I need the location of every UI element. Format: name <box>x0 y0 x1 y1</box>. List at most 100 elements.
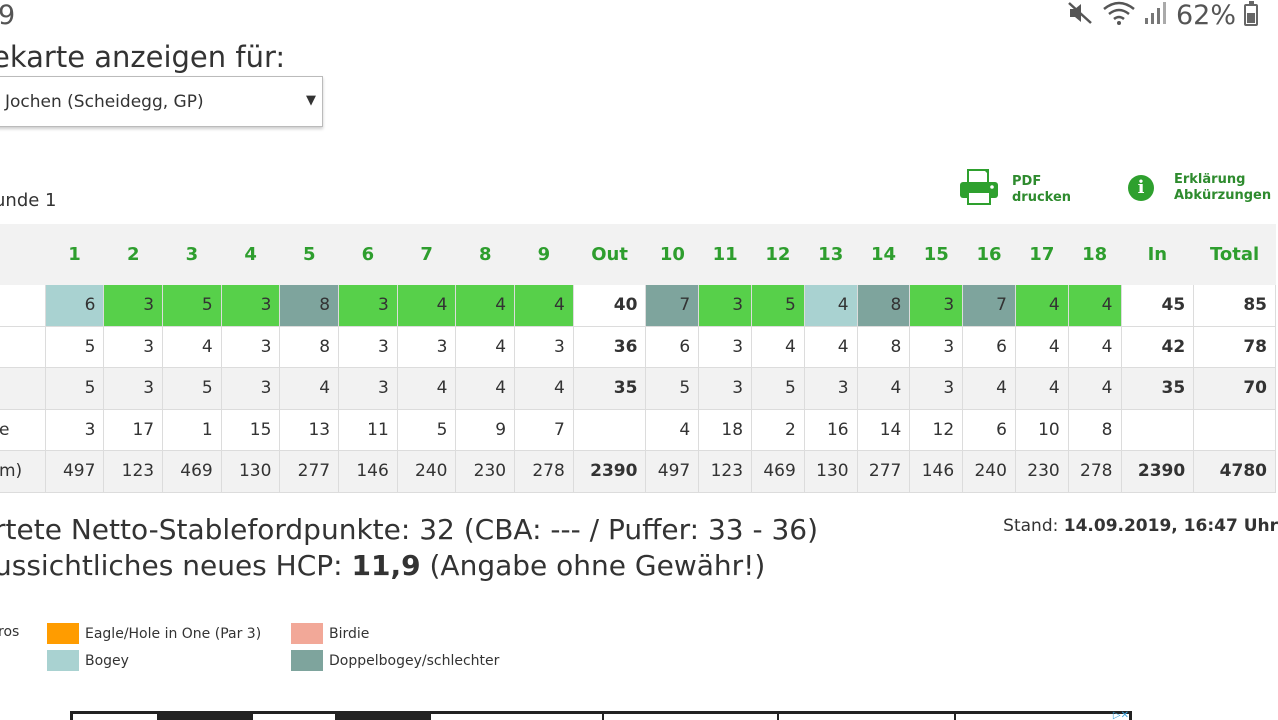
status-icons: 62% <box>1066 0 1258 31</box>
score-cell: 5 <box>751 284 805 327</box>
round-label: unde 1 <box>0 190 57 211</box>
pdf-print-link[interactable]: PDF drucken <box>958 168 1071 211</box>
header-label-cell <box>0 224 46 285</box>
header-hole-18: 18 <box>1067 224 1122 285</box>
legend-albatros-label: ros <box>0 624 20 640</box>
sum-cell: 45 <box>1120 284 1195 327</box>
score-cell: 469 <box>162 450 222 493</box>
sum-cell: 2390 <box>572 450 647 493</box>
score-cell: 3 <box>698 284 753 327</box>
sum-cell: 70 <box>1193 367 1276 410</box>
legend-birdie-swatch <box>291 623 323 644</box>
sum-cell: 35 <box>1120 367 1195 410</box>
header-hole-3: 3 <box>162 224 222 285</box>
score-cell: 240 <box>962 450 1016 493</box>
score-cell: 7 <box>962 284 1016 327</box>
legend-birdie: Birdie <box>291 623 369 644</box>
score-cell: 4 <box>1067 325 1122 368</box>
sum-cell <box>572 408 647 451</box>
header-hole-16: 16 <box>962 224 1016 285</box>
table-row: m) 497 123 469 130 277 146 240 230 278 2390 497 123 4… <box>0 450 1276 493</box>
signal-icon <box>1144 0 1168 31</box>
score-cell: 3 <box>803 367 858 410</box>
score-cell: 7 <box>514 408 574 451</box>
score-cell: 3 <box>220 325 281 368</box>
score-cell: 9 <box>455 408 516 451</box>
ad-banner-edge[interactable]: ▷✕ <box>70 710 1132 720</box>
abbr-label-line1: Erklärung <box>1174 172 1246 187</box>
sum-cell <box>1193 408 1276 451</box>
wifi-icon <box>1102 0 1136 31</box>
score-cell: 5 <box>645 367 700 410</box>
score-cell: 497 <box>44 450 105 493</box>
stableford-points: rtete Netto-Stablefordpunkte: 32 (CBA: -… <box>0 513 819 546</box>
score-cell: 278 <box>1067 450 1122 493</box>
player-select[interactable]: Jochen (Scheidegg, GP) ▼ <box>0 76 323 127</box>
abbreviations-link[interactable]: i Erklärung Abkürzungen <box>1128 172 1271 204</box>
score-cell: 14 <box>856 408 911 451</box>
header-hole-4: 4 <box>220 224 281 285</box>
legend-bogey-label: Bogey <box>85 652 129 669</box>
score-cell: 4 <box>856 367 911 410</box>
expected-hcp: ussichtliches neues HCP: 11,9 (Angabe oh… <box>0 548 818 584</box>
printer-icon <box>958 168 1000 211</box>
score-cell: 5 <box>396 408 457 451</box>
row-label: e <box>0 408 46 451</box>
score-cell: 3 <box>338 367 398 410</box>
player-select-value: Jochen (Scheidegg, GP) <box>5 91 204 112</box>
score-cell: 18 <box>698 408 753 451</box>
legend-double-bogey: Doppelbogey/schlechter <box>291 650 499 671</box>
score-cell: 4 <box>751 325 805 368</box>
score-cell: 3 <box>698 325 753 368</box>
row-label <box>0 325 46 368</box>
sum-cell: 35 <box>572 367 647 410</box>
score-cell: 4 <box>279 367 340 410</box>
score-cell: 3 <box>698 367 753 410</box>
score-cell: 8 <box>279 325 340 368</box>
score-cell: 5 <box>751 367 805 410</box>
battery-icon <box>1244 1 1258 26</box>
table-row: e 3 17 1 15 13 11 5 9 7 4 18 2 16 14 12 6 10 8 <box>0 408 1276 451</box>
score-cell: 6 <box>44 284 105 327</box>
score-cell: 146 <box>338 450 398 493</box>
score-cell: 277 <box>279 450 340 493</box>
score-cell: 4 <box>1014 367 1069 410</box>
score-cell: 4 <box>455 325 516 368</box>
score-cell: 240 <box>396 450 457 493</box>
score-cell: 4 <box>396 367 457 410</box>
score-cell: 3 <box>103 325 164 368</box>
score-cell: 4 <box>455 367 516 410</box>
score-cell: 6 <box>962 408 1016 451</box>
mute-icon <box>1066 0 1094 31</box>
score-cell: 130 <box>220 450 281 493</box>
sum-cell: 85 <box>1193 284 1276 327</box>
score-cell: 6 <box>962 325 1016 368</box>
legend-double-label: Doppelbogey/schlechter <box>329 652 500 669</box>
table-row: 5 3 5 3 4 3 4 4 4 35 5 3 5 3 4 3 4 4 4 35 70 <box>0 367 1276 410</box>
stand-value: 14.09.2019, 16:47 Uhr <box>1063 516 1278 536</box>
score-cell: 11 <box>338 408 398 451</box>
score-cell: 15 <box>220 408 281 451</box>
legend-double-swatch <box>291 650 323 671</box>
score-cell: 3 <box>909 367 964 410</box>
score-cell: 4 <box>514 284 574 327</box>
score-cell: 4 <box>162 325 222 368</box>
table-row: 5 3 4 3 8 3 3 4 3 36 6 3 4 4 8 3 6 4 4 42 78 <box>0 325 1276 368</box>
hcp-suffix: (Angabe ohne Gewähr!) <box>420 549 766 582</box>
sum-cell: 36 <box>572 325 647 368</box>
score-cell: 8 <box>279 284 340 327</box>
hcp-prefix: ussichtliches neues HCP: <box>0 549 352 582</box>
score-cell: 3 <box>220 367 281 410</box>
header-hole-10: 10 <box>645 224 700 285</box>
score-cell: 3 <box>44 408 105 451</box>
score-cell: 4 <box>1067 367 1122 410</box>
legend-albatros: ros <box>0 624 19 640</box>
score-cell: 4 <box>1014 325 1069 368</box>
legend-eagle: Eagle/Hole in One (Par 3) <box>47 623 261 644</box>
ad-choices-icon[interactable]: ▷✕ <box>1112 710 1129 720</box>
header-hole-12: 12 <box>751 224 805 285</box>
sum-cell: 42 <box>1120 325 1195 368</box>
scorecard-heading: ekarte anzeigen für: <box>0 40 286 74</box>
score-cell: 8 <box>856 284 911 327</box>
score-cell: 230 <box>1014 450 1069 493</box>
